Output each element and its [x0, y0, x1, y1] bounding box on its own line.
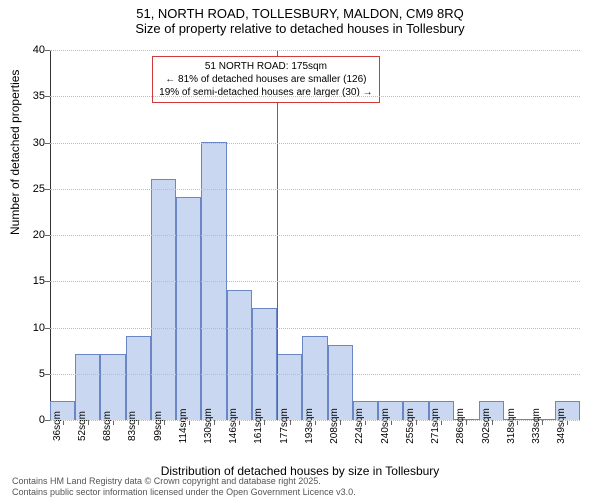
chart-title-line2: Size of property relative to detached ho…	[0, 21, 600, 36]
x-tick-label: 177sqm	[279, 408, 290, 444]
bar	[176, 197, 201, 420]
y-tick-mark	[45, 235, 50, 236]
x-tick-label: 286sqm	[455, 408, 466, 444]
annotation-line1: 51 NORTH ROAD: 175sqm	[159, 60, 372, 73]
bar	[252, 308, 277, 420]
x-tick-label: 161sqm	[253, 408, 264, 444]
chart-container: { "titles": { "line1": "51, NORTH ROAD, …	[0, 0, 600, 500]
y-tick-mark	[45, 374, 50, 375]
y-tick-mark	[45, 281, 50, 282]
gridline	[50, 281, 580, 282]
x-tick-label: 224sqm	[354, 408, 365, 444]
x-tick-label: 99sqm	[153, 411, 164, 441]
y-tick-mark	[45, 189, 50, 190]
x-tick-label: 240sqm	[380, 408, 391, 444]
x-tick-label: 302sqm	[481, 408, 492, 444]
x-tick-label: 208sqm	[329, 408, 340, 444]
y-tick-mark	[45, 420, 50, 421]
x-tick-label: 318sqm	[506, 408, 517, 444]
gridline	[50, 235, 580, 236]
y-tick-label: 35	[20, 90, 45, 102]
y-tick-mark	[45, 50, 50, 51]
x-tick-label: 349sqm	[556, 408, 567, 444]
x-tick-label: 271sqm	[430, 408, 441, 444]
gridline	[50, 96, 580, 97]
x-tick-label: 52sqm	[77, 411, 88, 441]
chart-title-line1: 51, NORTH ROAD, TOLLESBURY, MALDON, CM9 …	[0, 0, 600, 21]
x-tick-label: 255sqm	[405, 408, 416, 444]
x-tick-label: 114sqm	[178, 409, 189, 444]
y-tick-label: 0	[20, 414, 45, 426]
gridline	[50, 374, 580, 375]
x-tick-label: 333sqm	[531, 408, 542, 444]
y-tick-label: 10	[20, 322, 45, 334]
y-tick-label: 25	[20, 183, 45, 195]
annotation-line2: ← 81% of detached houses are smaller (12…	[159, 73, 372, 86]
bar	[227, 290, 252, 421]
gridline	[50, 143, 580, 144]
gridline	[50, 328, 580, 329]
gridline	[50, 420, 580, 421]
bar	[151, 179, 176, 421]
gridline	[50, 189, 580, 190]
gridline	[50, 50, 580, 51]
x-tick-label: 130sqm	[203, 408, 214, 444]
x-tick-label: 68sqm	[102, 411, 113, 441]
y-tick-mark	[45, 328, 50, 329]
x-tick-label: 193sqm	[304, 408, 315, 444]
y-tick-label: 20	[20, 229, 45, 241]
bar	[126, 336, 151, 420]
x-tick-label: 83sqm	[127, 411, 138, 441]
plot-area: 36sqm52sqm68sqm83sqm99sqm114sqm130sqm146…	[50, 50, 580, 420]
y-tick-mark	[45, 143, 50, 144]
footer-text: Contains HM Land Registry data © Crown c…	[12, 476, 356, 498]
y-tick-label: 15	[20, 275, 45, 287]
y-tick-label: 5	[20, 368, 45, 380]
y-tick-label: 30	[20, 137, 45, 149]
x-tick-label: 146sqm	[228, 408, 239, 444]
y-tick-mark	[45, 96, 50, 97]
x-tick-label: 36sqm	[52, 411, 63, 441]
footer-line2: Contains public sector information licen…	[12, 487, 356, 498]
footer-line1: Contains HM Land Registry data © Crown c…	[12, 476, 356, 487]
y-tick-label: 40	[20, 44, 45, 56]
